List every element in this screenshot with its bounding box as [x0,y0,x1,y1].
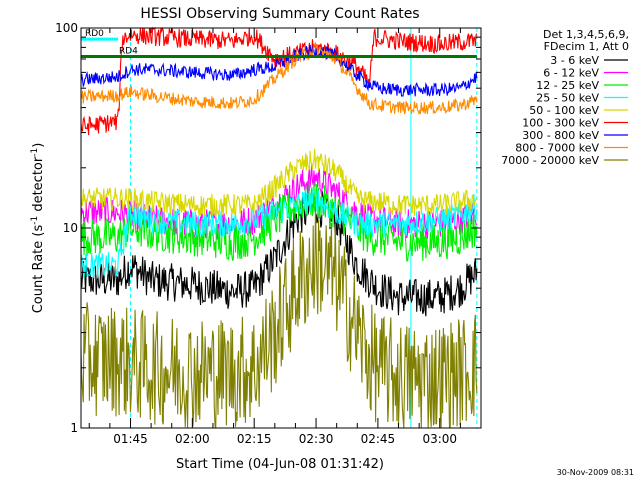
x-tick-label: 02:00 [175,432,210,446]
legend-entry-label: 100 - 300 keV [522,117,599,130]
legend-entry-label: 3 - 6 keV [550,54,599,67]
legend-entry-label: 300 - 800 keV [522,129,599,142]
rd-marker-label: RD0 [85,29,104,39]
x-tick-label: 01:45 [113,432,148,446]
legend-entry-label: 7000 - 20000 keV [501,154,599,167]
legend-header: Det 1,3,4,5,6,9, [543,28,629,41]
y-axis-label-part: Count Rate (s [31,225,46,314]
y-tick-label: 10 [63,221,78,235]
legend-entry-label: 50 - 100 keV [529,104,599,117]
y-axis-label-part: ) [31,143,46,148]
legend-entry-label: 800 - 7000 keV [515,142,599,155]
legend-entry-label: 6 - 12 keV [543,67,599,80]
plot-area: RD0 RD4 [80,26,478,429]
series-line-6 [80,44,478,97]
legend: Det 1,3,4,5,6,9,FDecim 1, Att 03 - 6 keV… [501,28,629,167]
series-line-4 [80,148,478,219]
y-axis-label: Count Rate (s-1 detector-1) [30,143,46,314]
y-axis-label-part: detector [31,156,46,216]
series-line-8 [80,207,478,429]
y-axis-label-sup: -1 [30,148,40,157]
footer-date: 30-Nov-2009 08:31 [557,468,634,477]
x-tick-label: 02:15 [237,432,272,446]
series-line-7 [80,42,478,116]
legend-entry-label: 12 - 25 keV [536,79,599,92]
series-line-3 [80,186,478,279]
chart-title: HESSI Observing Summary Count Rates [140,6,419,22]
series-line-5 [80,26,478,136]
axes: 1 10 100 01:45 02:00 02:15 02:30 02:45 03:00 [55,21,482,446]
x-tick-label: 03:00 [422,432,457,446]
legend-header: FDecim 1, Att 0 [544,40,629,53]
y-axis-label-sup: -1 [30,216,40,225]
y-tick-label: 100 [55,21,78,35]
y-tick-label: 1 [70,421,78,435]
legend-entry-label: 25 - 50 keV [536,92,599,105]
x-axis-label: Start Time (04-Jun-08 01:31:42) [176,457,384,472]
rd-marker-label: RD4 [119,47,138,57]
series-line-0 [80,191,478,317]
x-tick-label: 02:30 [299,432,334,446]
x-tick-label: 02:45 [361,432,396,446]
